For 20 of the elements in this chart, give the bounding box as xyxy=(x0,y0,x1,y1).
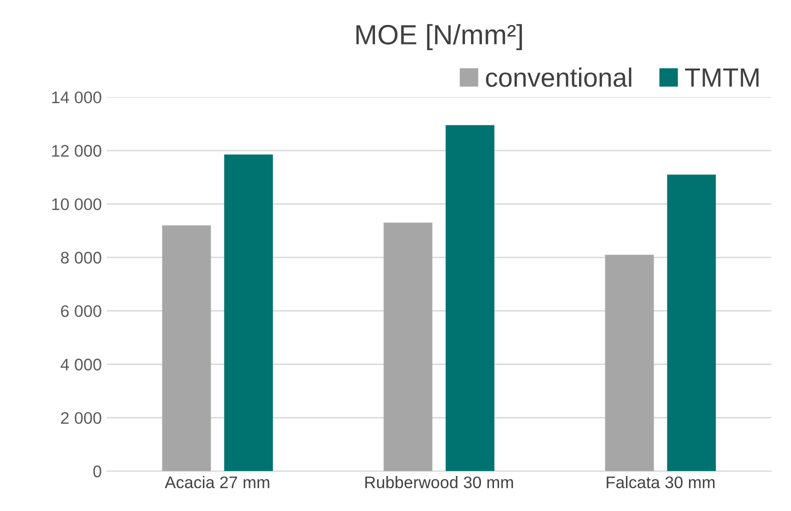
bar xyxy=(446,125,494,472)
y-tick-label: 4 000 xyxy=(60,358,102,370)
y-tick-label: 2 000 xyxy=(61,412,102,424)
y-tick-label: 14 000 xyxy=(52,91,102,104)
y-tick-label: 10 000 xyxy=(52,198,102,210)
x-tick-label: Rubberwood 30 mm xyxy=(365,476,513,488)
y-tick-label: 8 000 xyxy=(60,252,102,264)
bar xyxy=(605,254,654,472)
y-tick-label: 12 000 xyxy=(52,144,102,157)
legend-label: TMTM xyxy=(685,68,759,87)
bar xyxy=(162,225,211,472)
y-tick-label: 0 xyxy=(93,466,102,478)
bar xyxy=(667,174,716,472)
legend-label: conventional xyxy=(486,68,632,87)
bar xyxy=(224,154,273,472)
x-tick-label: Falcata 30 mm xyxy=(606,476,714,488)
x-tick-label: Acacia 27 mm xyxy=(164,476,270,488)
bar xyxy=(384,222,432,472)
chart-title: MOE [N/mm²] xyxy=(356,24,522,50)
y-tick-label: 6 000 xyxy=(61,305,102,318)
